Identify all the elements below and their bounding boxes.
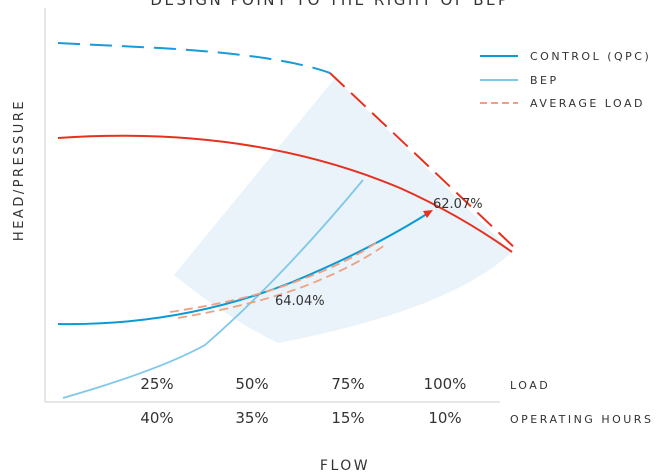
bep-line (62, 179, 364, 399)
hours-tick-4: 10% (428, 409, 461, 427)
legend-label-control: CONTROL (QPC) (530, 50, 651, 63)
hours-tick-2: 35% (235, 409, 268, 427)
average-load-line (169, 239, 381, 313)
load-tick-2: 50% (235, 375, 268, 393)
chart-title: DESIGN POINT TO THE RIGHT OF BEP (150, 0, 509, 9)
annotation-6404: 64.04% (275, 294, 325, 309)
x-axis-label: FLOW (320, 458, 370, 474)
legend-label-average-load: AVERAGE LOAD (530, 97, 645, 110)
load-row-label: LOAD (510, 379, 550, 392)
hours-tick-1: 40% (140, 409, 173, 427)
pump-curve (57, 134, 513, 253)
annotation-6207: 62.07% (433, 197, 483, 212)
load-tick-4: 100% (424, 375, 467, 393)
legend: CONTROL (QPC) BEP AVERAGE LOAD (480, 50, 651, 110)
legend-label-bep: BEP (530, 74, 559, 87)
average-load-line-2 (177, 244, 386, 319)
y-axis-label: HEAD/PRESSURE (12, 99, 27, 241)
efficiency-region (174, 78, 512, 343)
load-tick-3: 75% (331, 375, 364, 393)
system-curve-dashed (57, 42, 331, 74)
load-tick-1: 25% (140, 375, 173, 393)
hours-row-label: OPERATING HOURS (510, 413, 653, 426)
pump-curve-dashed (329, 72, 518, 251)
control-arrow-head (423, 210, 433, 218)
hours-tick-3: 15% (331, 409, 364, 427)
